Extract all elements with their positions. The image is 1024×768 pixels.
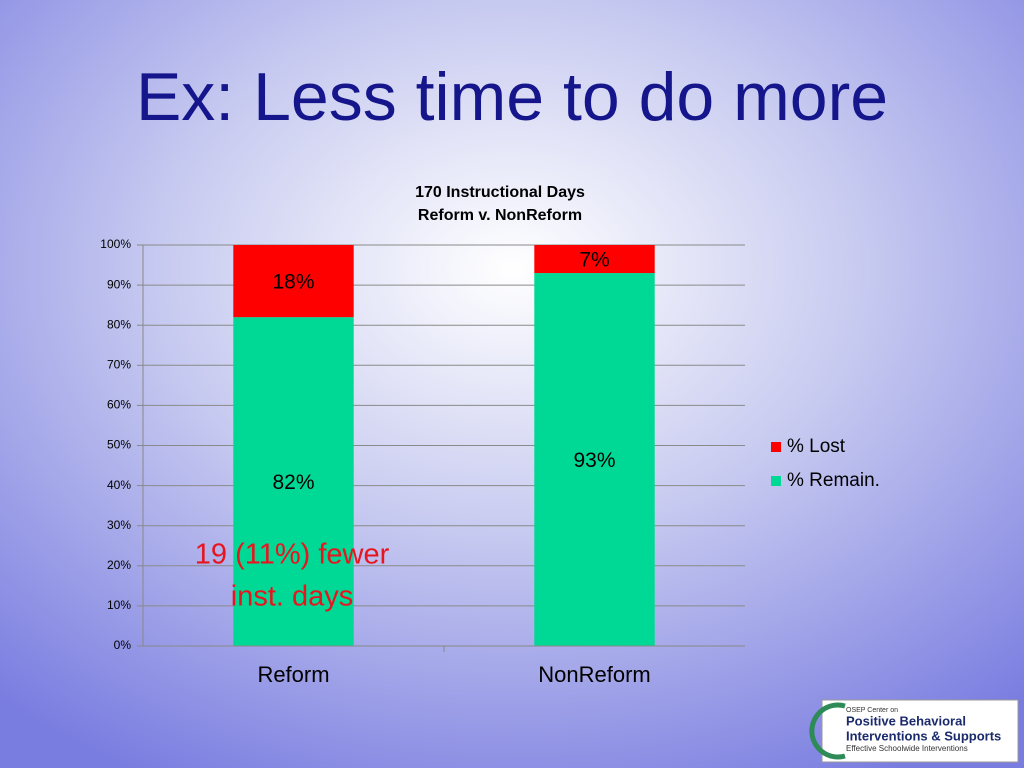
y-tick-label: 10% xyxy=(107,598,131,612)
y-tick-label: 30% xyxy=(107,518,131,532)
data-label: 18% xyxy=(272,271,314,294)
y-tick-label: 50% xyxy=(107,438,131,452)
slide-title: Ex: Less time to do more xyxy=(136,59,888,135)
legend-swatch xyxy=(771,442,781,452)
logo-text: Effective Schoolwide Interventions xyxy=(846,744,968,753)
bar-segment xyxy=(233,317,354,646)
x-tick-label: NonReform xyxy=(538,662,650,687)
logo-text: OSEP Center on xyxy=(846,707,898,714)
data-label: 82% xyxy=(272,471,314,494)
legend-label: % Remain. xyxy=(787,470,880,491)
bar-segment xyxy=(233,245,354,318)
legend-label: % Lost xyxy=(787,436,846,457)
y-tick-label: 0% xyxy=(114,638,132,652)
y-tick-label: 20% xyxy=(107,558,131,572)
annotation: inst. days xyxy=(231,581,354,613)
chart-title: 170 Instructional Days xyxy=(415,184,585,201)
y-tick-label: 40% xyxy=(107,478,131,492)
y-tick-label: 70% xyxy=(107,357,131,371)
y-tick-label: 80% xyxy=(107,317,131,331)
logo-box xyxy=(821,699,1019,763)
y-tick-label: 100% xyxy=(100,237,131,251)
y-tick-label: 90% xyxy=(107,277,131,291)
logo-text: Interventions & Supports xyxy=(846,728,1001,743)
logo: OSEP Center on Positive Behavioral Inter… xyxy=(809,699,1019,763)
bar-segment xyxy=(534,273,655,646)
data-label: 93% xyxy=(573,449,615,472)
logo-swoosh xyxy=(809,702,846,760)
data-label: 7% xyxy=(579,249,609,272)
logo-text: Positive Behavioral xyxy=(846,713,966,728)
x-tick-label: Reform xyxy=(257,662,329,687)
chart-title: Reform v. NonReform xyxy=(418,207,582,224)
y-tick-label: 60% xyxy=(107,398,131,412)
bar-segment xyxy=(534,245,655,274)
legend-swatch xyxy=(771,476,781,486)
annotation: 19 (11%) fewer xyxy=(195,539,390,571)
